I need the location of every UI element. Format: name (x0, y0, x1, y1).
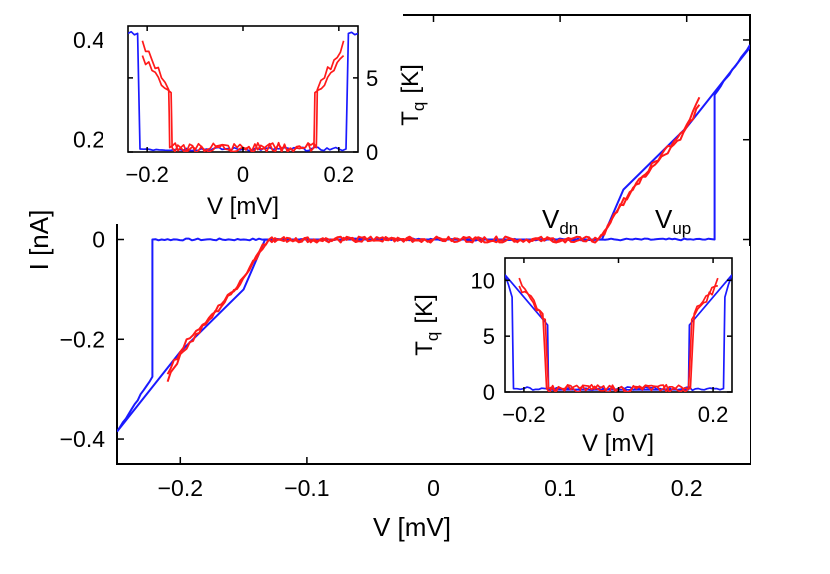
inset1-y-tick-label: 0 (366, 140, 378, 165)
inset2-x-tick-label: 0 (612, 402, 624, 427)
main-series-group (117, 44, 750, 433)
main-y-axis-label: I [nA] (24, 210, 54, 271)
inset1-y-axis-label: Tq[K] (397, 64, 428, 125)
inset1-y-tick-label: 5 (366, 66, 378, 91)
inset-top-left: −0.2 0 0.2 05 V [mV] Tq[K] (103, 14, 428, 224)
inset2-plot-area (504, 257, 733, 393)
inset2-y-tick-label: 5 (483, 324, 495, 349)
main-x-tick-label: 0 (427, 475, 440, 501)
inset2-x-tick-label: −0.2 (502, 402, 545, 427)
main-x-tick-label: 0.2 (671, 475, 703, 501)
inset2-x-tick-label: 0.2 (698, 402, 729, 427)
inset2-y-axis-label: Tq[K] (411, 294, 442, 355)
inset1-x-tick-label: −0.2 (125, 162, 168, 187)
main-y-tick-label: −0.2 (60, 326, 105, 352)
main-x-axis-label: V [mV] (373, 512, 451, 542)
main-y-tick-label: 0.2 (73, 127, 105, 153)
inset1-plot-area (127, 25, 359, 153)
main-x-tick-label: −0.2 (158, 475, 203, 501)
main-y-tick-label: −0.4 (60, 426, 106, 452)
main-x-tick-label: 0.1 (544, 475, 576, 501)
main-series-red-3 (166, 104, 701, 375)
inset-bottom-right: −0.2 0 0.2 0 5 10 V [mV] Tq[K] (400, 246, 750, 463)
inset2-y-ticks: 0 5 10 (471, 268, 732, 405)
inset1-x-axis-label: V [mV] (207, 193, 279, 220)
main-y-tick-label: 0.4 (73, 27, 105, 53)
inset2-x-ticks: −0.2 0 0.2 (502, 258, 728, 427)
main-x-tick-label: −0.1 (284, 475, 329, 501)
inset1-y-ticks: 05 (128, 66, 378, 165)
annotation-v-dn: Vdn (542, 204, 578, 238)
inset1-x-tick-label: 0.2 (324, 162, 355, 187)
inset2-x-axis-label: V [mV] (582, 430, 654, 457)
inset2-y-tick-label: 10 (471, 268, 495, 293)
annotation-v-up: Vup (655, 204, 691, 238)
inset1-x-ticks: −0.2 0 0.2 (125, 26, 354, 187)
main-y-tick-label: 0 (92, 227, 105, 253)
inset2-y-tick-label: 0 (483, 380, 495, 405)
inset1-x-tick-label: 0 (237, 162, 249, 187)
